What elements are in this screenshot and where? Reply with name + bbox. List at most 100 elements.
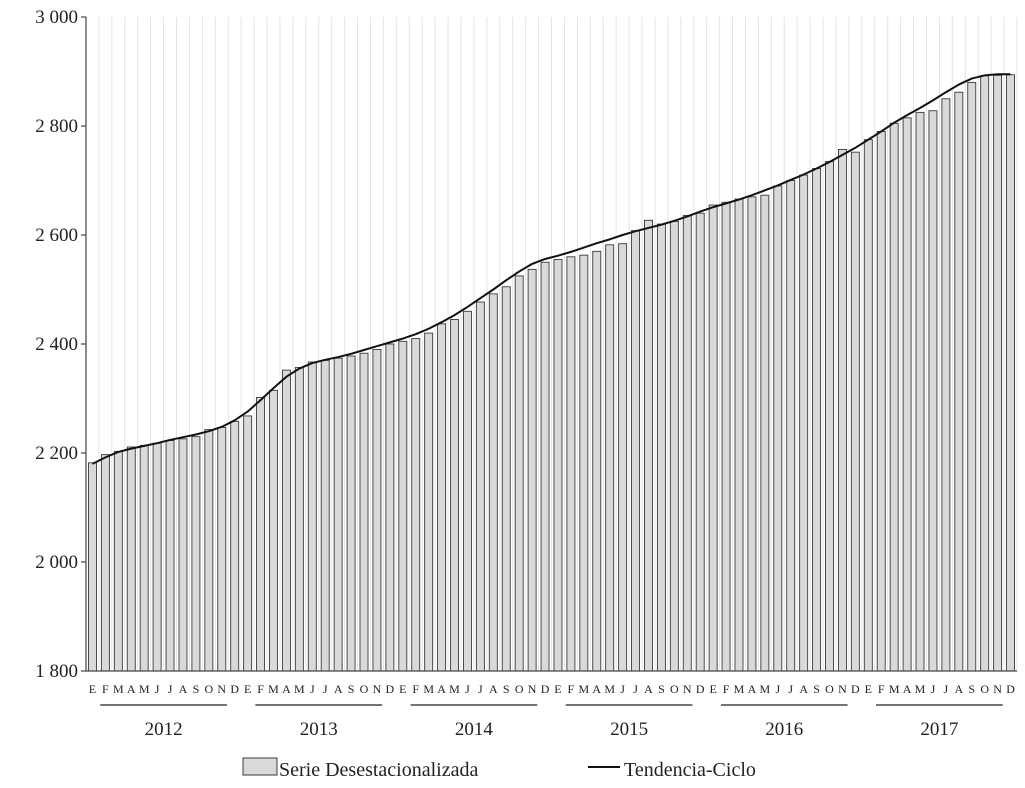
trend-line bbox=[92, 73, 1011, 465]
bar bbox=[837, 148, 847, 672]
month-tick-label: A bbox=[489, 682, 498, 696]
year-label: 2014 bbox=[455, 719, 494, 740]
month-tick-label: M bbox=[294, 682, 305, 696]
bar bbox=[850, 151, 860, 672]
bar bbox=[178, 438, 188, 672]
bar bbox=[450, 319, 459, 672]
month-tick-label: A bbox=[334, 682, 343, 696]
month-tick-label: J bbox=[478, 682, 483, 696]
grid-layer bbox=[85, 17, 1018, 671]
bar bbox=[863, 139, 873, 672]
month-tick-label: S bbox=[193, 682, 200, 696]
bar bbox=[631, 230, 641, 672]
bar bbox=[915, 111, 925, 672]
month-tick-label: F bbox=[723, 682, 730, 696]
legend-bar-label: Serie Desestacionalizada bbox=[279, 759, 478, 781]
bar bbox=[333, 357, 343, 672]
month-tick-label: M bbox=[449, 682, 460, 696]
year-label: 2015 bbox=[610, 719, 648, 740]
month-tick-label: E bbox=[709, 682, 716, 696]
bar bbox=[294, 366, 304, 672]
month-tick-label: F bbox=[568, 682, 575, 696]
bar bbox=[152, 442, 162, 672]
bar bbox=[566, 256, 576, 672]
month-tick-label: A bbox=[954, 682, 963, 696]
bar bbox=[88, 462, 97, 672]
month-tick-label: M bbox=[915, 682, 926, 696]
month-tick-label: N bbox=[838, 682, 847, 696]
bar bbox=[773, 185, 783, 672]
bar bbox=[876, 130, 886, 672]
month-tick-label: E bbox=[399, 682, 406, 696]
bar bbox=[605, 244, 615, 672]
bar bbox=[230, 420, 240, 672]
bar bbox=[540, 261, 550, 672]
month-tick-label: A bbox=[179, 682, 188, 696]
year-label: 2012 bbox=[145, 719, 183, 740]
bar bbox=[437, 323, 447, 672]
bar bbox=[786, 180, 796, 672]
bar bbox=[812, 168, 822, 672]
month-tick-label: M bbox=[113, 682, 124, 696]
bar bbox=[217, 426, 227, 672]
bar bbox=[553, 259, 563, 672]
month-tick-label: M bbox=[268, 682, 279, 696]
bar bbox=[579, 254, 589, 672]
month-tick-label: N bbox=[217, 682, 226, 696]
year-label: 2016 bbox=[765, 719, 803, 740]
month-tick-label: A bbox=[748, 682, 757, 696]
bar bbox=[191, 436, 201, 672]
month-tick-label: N bbox=[683, 682, 692, 696]
month-tick-label: O bbox=[360, 682, 369, 696]
month-tick-label: S bbox=[503, 682, 510, 696]
bar bbox=[501, 286, 511, 672]
month-tick-label: O bbox=[670, 682, 679, 696]
month-tick-label: J bbox=[620, 682, 625, 696]
month-tick-label: S bbox=[658, 682, 665, 696]
trend-line-layer bbox=[92, 73, 1011, 465]
bar bbox=[669, 220, 679, 672]
month-tick-label: N bbox=[993, 682, 1002, 696]
bar bbox=[656, 223, 666, 672]
bar bbox=[139, 444, 149, 672]
bar bbox=[527, 268, 537, 672]
bar bbox=[462, 310, 472, 672]
y-tick-label: 2 200 bbox=[35, 443, 78, 464]
month-tick-label: E bbox=[865, 682, 872, 696]
bar bbox=[113, 450, 123, 672]
month-tick-label: M bbox=[889, 682, 900, 696]
bar bbox=[967, 81, 977, 672]
month-tick-label: A bbox=[592, 682, 601, 696]
year-label: 2017 bbox=[920, 719, 958, 740]
y-tick-label: 1 800 bbox=[35, 661, 78, 682]
y-tick-label: 3 000 bbox=[35, 7, 78, 28]
month-tick-label: J bbox=[168, 682, 173, 696]
year-label: 2013 bbox=[300, 719, 338, 740]
month-tick-label: F bbox=[878, 682, 885, 696]
bar bbox=[411, 338, 421, 672]
bar bbox=[346, 355, 356, 672]
bar bbox=[307, 361, 317, 672]
bar bbox=[475, 301, 485, 672]
month-tick-label: D bbox=[386, 682, 395, 696]
month-tick-label: A bbox=[903, 682, 912, 696]
month-tick-label: N bbox=[528, 682, 537, 696]
bar bbox=[514, 275, 524, 672]
month-tick-label: E bbox=[89, 682, 96, 696]
legend-line-label: Tendencia-Ciclo bbox=[624, 759, 756, 781]
legend: Serie Desestacionalizada Tendencia-Ciclo bbox=[242, 757, 756, 781]
month-tick-label: D bbox=[696, 682, 705, 696]
month-tick-label: J bbox=[788, 682, 793, 696]
bar bbox=[592, 250, 602, 672]
month-tick-label: M bbox=[760, 682, 771, 696]
month-tick-label: M bbox=[423, 682, 434, 696]
bar bbox=[902, 117, 912, 672]
bar bbox=[269, 389, 278, 672]
month-tick-label: A bbox=[799, 682, 808, 696]
bar bbox=[165, 440, 175, 672]
month-tick-label: O bbox=[825, 682, 834, 696]
month-tick-label: E bbox=[244, 682, 251, 696]
month-tick-label: J bbox=[633, 682, 638, 696]
month-tick-label: J bbox=[323, 682, 328, 696]
